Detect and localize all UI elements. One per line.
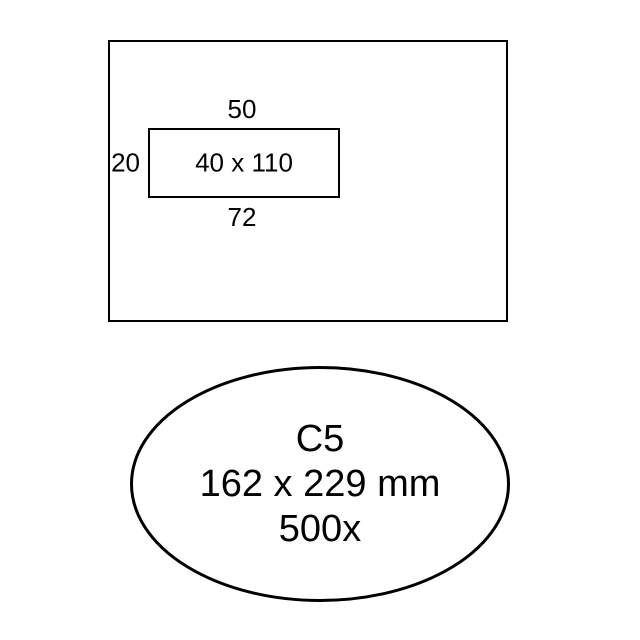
window-size-label: 40 x 110 — [195, 148, 293, 179]
envelope-window: 40 x 110 — [148, 128, 340, 198]
dim-bottom-offset: 72 — [228, 202, 257, 233]
summary-line-format: C5 — [200, 417, 441, 462]
diagram-canvas: 40 x 110 50 20 72 C5 162 x 229 mm 500x — [0, 0, 640, 640]
summary-line-size: 162 x 229 mm — [200, 462, 441, 507]
summary-text: C5 162 x 229 mm 500x — [200, 417, 441, 551]
dim-left-offset: 20 — [111, 148, 140, 179]
dim-top-offset: 50 — [228, 94, 257, 125]
summary-ellipse: C5 162 x 229 mm 500x — [130, 366, 510, 602]
summary-line-qty: 500x — [200, 506, 441, 551]
